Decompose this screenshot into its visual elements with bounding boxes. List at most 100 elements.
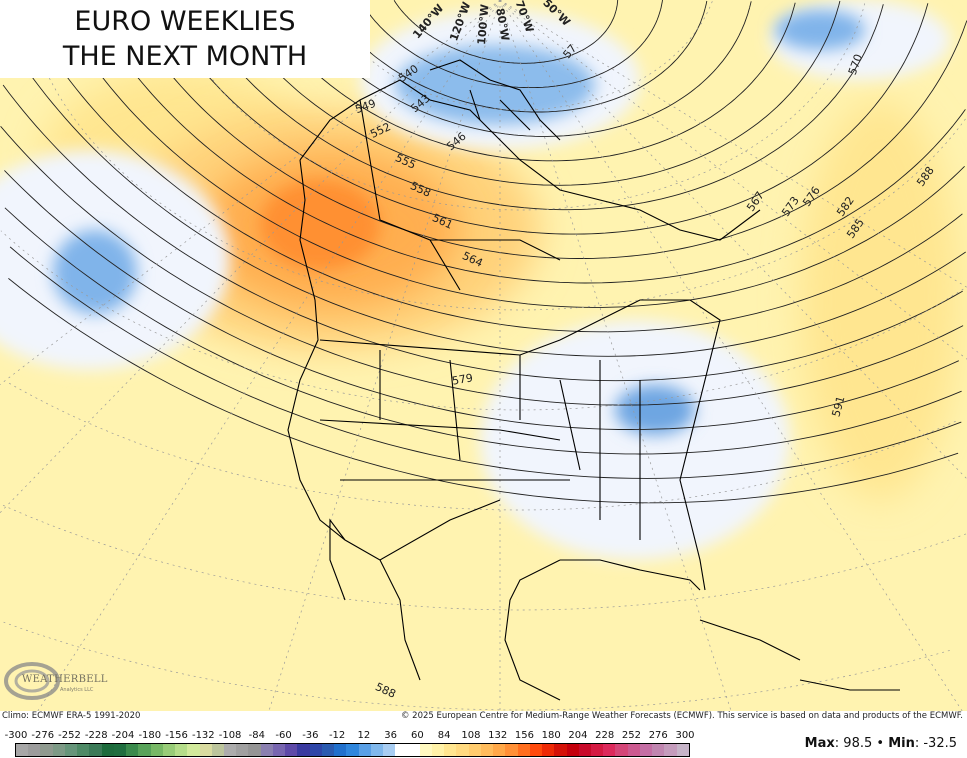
colorbar-swatch [113, 744, 127, 756]
contour-line [88, 3, 966, 284]
colorbar-tick: -228 [84, 730, 108, 741]
colorbar-swatch [236, 744, 249, 756]
contour-line [660, 0, 663, 11]
colorbar-tick: 156 [514, 730, 534, 741]
colorbar-ticks: -300 -276 -252 -228 -204 -180 -156 -132 -108 -84-… [4, 730, 695, 742]
contour-line [156, 3, 929, 235]
footer: Climo: ECMWF ERA-5 1991-2020 © 2025 Euro… [0, 711, 967, 758]
colorbar-swatch [77, 744, 90, 756]
colorbar-tick: 12 [357, 730, 371, 741]
colorbar-swatch [64, 744, 78, 756]
colorbar-tick: 204 [568, 730, 588, 741]
coastlines-and-borders [287, 59, 900, 701]
contour-line [54, 3, 965, 308]
latitude-line [5, 380, 956, 511]
colorbar-swatch [321, 744, 335, 756]
colorbar-tick: -12 [328, 730, 346, 741]
colorbar-swatch [505, 744, 518, 756]
contour-line [122, 3, 967, 259]
colorbar-swatch [456, 744, 469, 756]
colorbar-swatch [223, 744, 237, 756]
colorbar-swatch [542, 744, 555, 756]
colorbar-tick: 84 [437, 730, 451, 741]
colorbar-swatch [664, 744, 677, 756]
colorbar-swatch [529, 744, 543, 756]
colorbar-swatch [627, 744, 640, 756]
map-title: EURO WEEKLIES THE NEXT MONTH [0, 0, 370, 78]
colorbar-tick: -60 [275, 730, 292, 741]
contour-line [2, 84, 963, 382]
colorbar-swatch [260, 744, 273, 756]
colorbar-swatch [468, 744, 481, 756]
colorbar-tick: 276 [648, 730, 668, 741]
colorbar-tick: 300 [675, 730, 695, 741]
colorbar-swatch [383, 744, 396, 756]
longitude-line [499, 0, 732, 711]
colorbar [15, 743, 690, 757]
contour-line [9, 246, 962, 479]
colorbar-swatch [419, 744, 432, 756]
colorbar-swatch [285, 744, 298, 756]
longitude-line [499, 0, 967, 360]
colorbar-swatch [358, 744, 371, 756]
colorbar-tick: 60 [411, 730, 424, 741]
longitude-line [499, 0, 967, 288]
contour-line [326, 1, 706, 113]
latitude-line [23, 2, 966, 311]
weatherbell-logo: WEATHERBELL Analytics LLC [4, 660, 114, 702]
colorbar-tick: -156 [165, 730, 188, 741]
contour-line [20, 4, 963, 333]
logo-subtext: Analytics LLC [60, 687, 94, 693]
longitude-line [268, 0, 501, 711]
contour-line [190, 2, 884, 211]
colorbar-swatch [28, 744, 41, 756]
title-line-2: THE NEXT MONTH [62, 41, 308, 72]
max-value: 98.5 [843, 736, 873, 751]
colorbar-swatch [395, 744, 408, 756]
colorbar-swatch [150, 744, 163, 756]
colorbar-swatch [175, 744, 188, 756]
colorbar-swatch [187, 744, 200, 756]
min-label: Min [888, 736, 915, 751]
contour-line [0, 29, 966, 357]
contour-line [838, 0, 841, 6]
lat-lon-grid [0, 0, 967, 711]
colorbar-tick: -252 [58, 730, 81, 741]
colorbar-tick: -84 [248, 730, 265, 741]
contour-line [393, 0, 617, 64]
colorbar-tick: -300 [4, 730, 28, 741]
colorbar-swatch [493, 744, 506, 756]
contour-line [360, 1, 661, 89]
logo-text: WEATHERBELL [22, 674, 108, 685]
colorbar-swatch [444, 744, 457, 756]
colorbar-tick: 180 [541, 730, 561, 741]
colorbar-swatch [199, 744, 212, 756]
colorbar-swatch [40, 744, 53, 756]
contour-line [224, 2, 840, 186]
colorbar-tick: -36 [302, 730, 319, 741]
colorbar-swatch [297, 744, 310, 756]
colorbar-swatch [431, 744, 445, 756]
colorbar-tick: 228 [595, 730, 615, 741]
colorbar-tick: 132 [488, 730, 508, 741]
contour-line [4, 170, 959, 430]
colorbar-swatch [566, 744, 579, 756]
colorbar-swatch [578, 744, 592, 756]
colorbar-swatch [272, 744, 286, 756]
swirl-icon [4, 662, 60, 700]
colorbar-swatch [480, 744, 494, 756]
height-anomaly-map [0, 0, 967, 711]
colorbar-tick: -204 [111, 730, 135, 741]
colorbar-swatch [346, 744, 359, 756]
colorbar-swatch [211, 744, 224, 756]
colorbar-swatch [615, 744, 628, 756]
colorbar-swatch [603, 744, 616, 756]
max-min-stats: Max: 98.5 • Min: -32.5 [804, 736, 957, 751]
colorbar-swatch [591, 744, 604, 756]
min-value: -32.5 [923, 736, 957, 751]
latitude-line [2, 504, 967, 611]
climo-note: Climo: ECMWF ERA-5 1991-2020 [2, 711, 141, 721]
title-line-1: EURO WEEKLIES [74, 6, 296, 37]
contour-line [749, 1, 752, 8]
copyright-note: © 2025 European Centre for Medium-Range … [400, 711, 963, 721]
